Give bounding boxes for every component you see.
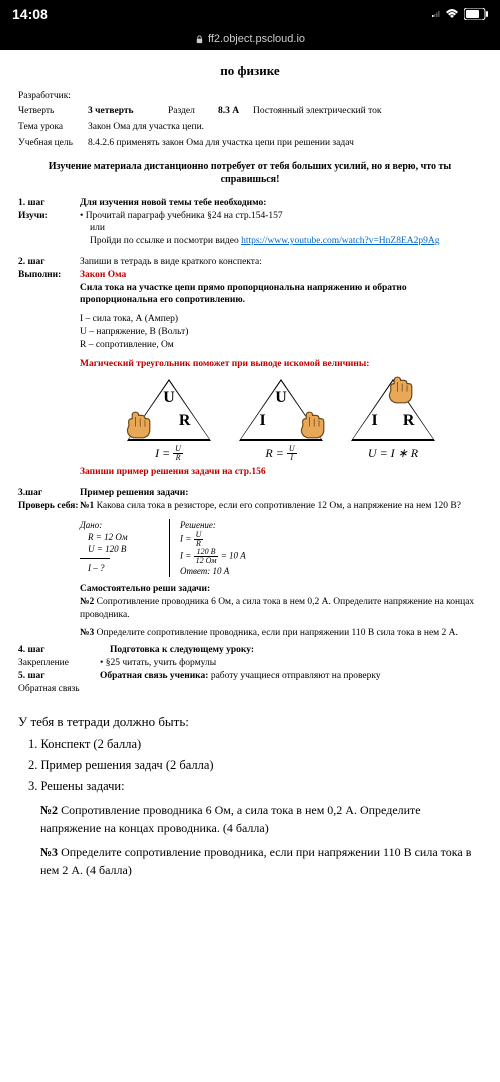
url-text: ff2.object.pscloud.io	[208, 33, 305, 45]
document-page: по физике Разработчик: Четверть 3 четвер…	[0, 50, 500, 1082]
step2-label: 2. шаг	[18, 256, 80, 269]
magic-triangles: U IR I = UR U IR	[80, 379, 482, 463]
def-i: I – сила тока, А (Ампер)	[80, 313, 482, 326]
formula-i: I = UR	[127, 445, 211, 463]
section-title: Постоянный электрический ток	[253, 105, 382, 118]
battery-icon	[464, 8, 488, 20]
triangle-i: U IR I = UR	[127, 379, 211, 463]
status-indicators	[432, 8, 488, 20]
step5-heading: Обратная связь ученика:	[100, 671, 208, 681]
step1-or: или	[90, 222, 482, 235]
triangle-u: U IR U = I ∗ R	[351, 379, 435, 463]
step3-label2: Проверь себя:	[18, 500, 80, 513]
task1-num: №1	[80, 501, 94, 511]
motivation-text: Изучение материала дистанционно потребуе…	[38, 160, 462, 187]
step5-label: 5. шаг	[18, 670, 80, 683]
find: I – ?	[88, 562, 161, 574]
law-title: Закон Ома	[80, 269, 482, 282]
status-bar: 14:08	[0, 0, 500, 28]
section-label: Раздел	[168, 105, 218, 118]
task2-num: №2	[80, 597, 94, 607]
meta-goal: Учебная цель 8.4.2.6 применять закон Ома…	[18, 137, 482, 150]
nb-item-3: 3. Решены задачи:	[28, 777, 482, 796]
notebook-section: У тебя в тетради должно быть: 1. Конспек…	[18, 712, 482, 880]
step5-text: работу учащиеся отправляют на проверку	[211, 671, 381, 681]
step4-label2: Закрепление	[18, 657, 80, 670]
goal-label: Учебная цель	[18, 137, 88, 150]
step3-label: 3.шаг	[18, 487, 80, 500]
formula-u: U = I ∗ R	[351, 445, 435, 461]
step4-text: • §25 читать, учить формулы	[100, 657, 482, 670]
answer: Ответ: 10 А	[180, 565, 246, 577]
given-label: Дано:	[80, 519, 161, 531]
nb-task-2: №2 Сопротивление проводника 6 Ом, а сила…	[40, 801, 482, 837]
nb-task-3: №3 Определите сопротивление проводника, …	[40, 843, 482, 879]
topic-label: Тема урока	[18, 121, 88, 134]
quarter-label: Четверть	[18, 105, 88, 118]
step-4: 4. шаг Закрепление Подготовка к следующе…	[18, 644, 482, 670]
law-text: Сила тока на участке цепи прямо пропорци…	[80, 282, 482, 308]
quarter-value: 3 четверть	[88, 105, 168, 118]
step1-label2: Изучи:	[18, 210, 80, 223]
wifi-icon	[445, 9, 459, 19]
goal-value: 8.4.2.6 применять закон Ома для участка …	[88, 137, 354, 150]
hand-icon	[295, 409, 327, 441]
step1-line1: • Прочитай параграф учебника §24 на стр.…	[80, 210, 482, 223]
step-5: 5. шаг Обратная связь Обратная связь уче…	[18, 670, 482, 696]
sol-calc: I = 120 В12 Ом = 10 А	[180, 548, 246, 565]
def-r: R – сопротивление, Ом	[80, 339, 482, 352]
step4-heading: Подготовка к следующему уроку:	[110, 645, 254, 655]
meta-topic: Тема урока Закон Ома для участка цепи.	[18, 121, 482, 134]
nb-item-1: 1. Конспект (2 балла)	[28, 735, 482, 754]
triangle-r: U IR R = UI	[239, 379, 323, 463]
formula-r: R = UI	[239, 445, 323, 463]
solution-example: Дано: R = 12 Ом U = 120 В I – ? Решение:…	[80, 519, 482, 577]
magic-text: Магический треугольник поможет при вывод…	[80, 358, 482, 371]
task1-text: Какова сила тока в резисторе, если его с…	[97, 501, 461, 511]
step-3: 3.шаг Проверь себя: Пример решения задач…	[18, 487, 482, 513]
def-u: U – напряжение, В (Вольт)	[80, 326, 482, 339]
step-2: 2. шаг Выполни: Запиши в тетрадь в виде …	[18, 256, 482, 479]
task3-text: Определите сопротивление проводника, есл…	[97, 628, 458, 638]
step1-label: 1. шаг	[18, 197, 80, 210]
task2-text: Сопротивление проводника 6 Ом, а сила то…	[80, 597, 474, 620]
lock-icon	[195, 35, 204, 44]
nb-item-2: 2. Пример решения задач (2 балла)	[28, 756, 482, 775]
solution-label: Решение:	[180, 519, 246, 531]
step1-heading: Для изучения новой темы тебе необходимо:	[80, 197, 482, 210]
hand-icon	[121, 409, 153, 441]
step2-line1: Запиши в тетрадь в виде краткого конспек…	[80, 256, 482, 269]
step-1: 1. шаг Изучи: Для изучения новой темы те…	[18, 197, 482, 248]
doc-title: по физике	[18, 62, 482, 80]
task3-num: №3	[80, 628, 94, 638]
step2-label2: Выполни:	[18, 269, 80, 282]
step1-line2: Пройди по ссылке и посмотри видео	[90, 236, 241, 246]
meta-developer: Разработчик:	[18, 90, 482, 103]
section-code: 8.3 А	[218, 105, 253, 118]
self-heading: Самостоятельно реши задачи:	[80, 583, 482, 596]
hand-icon	[383, 374, 415, 406]
step4-label: 4. шаг	[18, 644, 80, 657]
developer-label: Разработчик:	[18, 90, 88, 103]
signal-icon	[432, 10, 440, 18]
given-r: R = 12 Ом	[88, 531, 161, 543]
status-time: 14:08	[12, 6, 48, 22]
url-bar[interactable]: ff2.object.pscloud.io	[0, 28, 500, 50]
write-example: Запиши пример решения задачи на стр.156	[80, 466, 482, 479]
topic-value: Закон Ома для участка цепи.	[88, 121, 204, 134]
step5-label2: Обратная связь	[18, 683, 80, 696]
step3-heading: Пример решения задачи:	[80, 487, 482, 500]
sol-formula: I = UR	[180, 531, 246, 548]
meta-quarter: Четверть 3 четверть Раздел 8.3 А Постоян…	[18, 105, 482, 118]
given-u: U = 120 В	[88, 543, 161, 555]
youtube-link[interactable]: https://www.youtube.com/watch?v=HnZ8EA2p…	[241, 236, 439, 246]
notebook-heading: У тебя в тетради должно быть:	[18, 712, 482, 732]
